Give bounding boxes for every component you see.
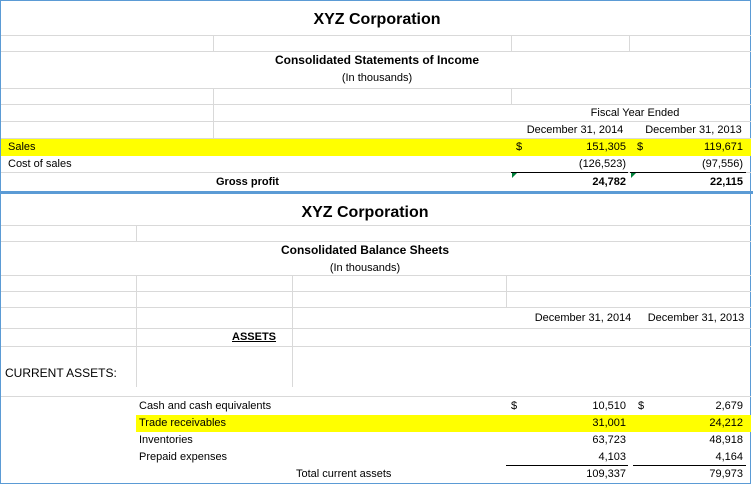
gridline: [1, 307, 751, 308]
gridline: [1, 346, 751, 347]
error-indicator-icon[interactable]: [631, 173, 636, 178]
currency-symbol: $: [638, 400, 645, 412]
total-border: [630, 172, 746, 173]
gridline: [1, 241, 751, 242]
gridline: [1, 35, 751, 36]
gridline: [511, 88, 512, 104]
units-note: (In thousands): [341, 72, 413, 84]
value-prepaid-expenses-2014[interactable]: 4,103: [598, 451, 626, 463]
value-total-current-assets-2014[interactable]: 109,337: [586, 468, 626, 480]
currency-symbol: $: [511, 400, 518, 412]
highlight-trade-receivables-row: [136, 415, 751, 432]
panel-divider: [0, 191, 753, 194]
value-sales-2013[interactable]: 119,671: [704, 141, 743, 153]
row-label-trade-receivables[interactable]: Trade receivables: [139, 417, 227, 429]
column-header-2014: December 31, 2014: [526, 124, 624, 136]
value-sales-2014[interactable]: 151,305: [586, 141, 626, 153]
row-label-gross-profit[interactable]: Gross profit: [216, 176, 279, 188]
total-border: [633, 465, 746, 466]
total-border: [506, 465, 628, 466]
error-indicator-icon[interactable]: [512, 173, 517, 178]
gridline: [1, 172, 751, 173]
row-label-cost-of-sales[interactable]: Cost of sales: [8, 158, 72, 170]
units-note: (In thousands): [329, 262, 401, 274]
gridline: [213, 35, 214, 51]
value-trade-receivables-2013[interactable]: 24,212: [709, 417, 743, 429]
currency-symbol: $: [516, 141, 523, 153]
row-label-sales[interactable]: Sales: [8, 141, 36, 153]
value-total-current-assets-2013[interactable]: 79,973: [709, 468, 743, 480]
gridline: [213, 88, 214, 138]
value-inventories-2014[interactable]: 63,723: [592, 434, 626, 446]
company-title: XYZ Corporation: [313, 11, 441, 28]
value-cash-2013[interactable]: 2,679: [715, 400, 743, 412]
value-cost-of-sales-2013[interactable]: (97,556): [702, 158, 743, 170]
gridline: [1, 328, 751, 329]
column-header-2013: December 31, 2013: [645, 124, 742, 136]
balance-sheet-sheet: XYZ Corporation Consolidated Balance She…: [1, 195, 751, 484]
value-gross-profit-2013[interactable]: 22,115: [709, 176, 743, 188]
value-prepaid-expenses-2013[interactable]: 4,164: [715, 451, 743, 463]
statement-title: Consolidated Statements of Income: [274, 53, 480, 67]
value-cash-2014[interactable]: 10,510: [592, 400, 626, 412]
row-label-inventories[interactable]: Inventories: [139, 434, 193, 446]
highlight-sales-row: [1, 139, 751, 156]
company-title: XYZ Corporation: [301, 204, 429, 221]
gridline: [1, 88, 751, 89]
current-assets-label[interactable]: CURRENT ASSETS:: [5, 366, 117, 380]
period-header: Fiscal Year Ended: [590, 107, 680, 119]
gridline: [1, 51, 751, 52]
gridline: [629, 35, 630, 51]
row-label-prepaid-expenses[interactable]: Prepaid expenses: [139, 451, 228, 463]
value-inventories-2013[interactable]: 48,918: [709, 434, 743, 446]
income-statement-sheet: XYZ Corporation Consolidated Statements …: [1, 1, 751, 191]
gridline: [1, 104, 751, 105]
gridline: [1, 275, 751, 276]
value-cost-of-sales-2014[interactable]: (126,523): [578, 158, 626, 170]
row-label-cash[interactable]: Cash and cash equivalents: [139, 400, 272, 412]
column-header-2014: December 31, 2014: [534, 312, 632, 324]
gridline: [1, 291, 751, 292]
gridline: [136, 275, 137, 387]
row-label-total-current-assets[interactable]: Total current assets: [296, 468, 392, 480]
gridline: [1, 396, 751, 397]
value-gross-profit-2014[interactable]: 24,782: [592, 176, 626, 188]
value-trade-receivables-2014[interactable]: 31,001: [592, 417, 626, 429]
gridline: [136, 225, 137, 241]
currency-symbol: $: [637, 141, 644, 153]
assets-heading[interactable]: ASSETS: [232, 331, 277, 343]
gridline: [292, 275, 293, 387]
gridline: [511, 35, 512, 51]
statement-title: Consolidated Balance Sheets: [280, 243, 450, 257]
gridline: [1, 121, 751, 122]
gridline: [1, 225, 751, 226]
gridline: [506, 275, 507, 308]
gridline: [1, 138, 751, 139]
column-header-2013: December 31, 2013: [647, 312, 745, 324]
total-border: [511, 172, 628, 173]
